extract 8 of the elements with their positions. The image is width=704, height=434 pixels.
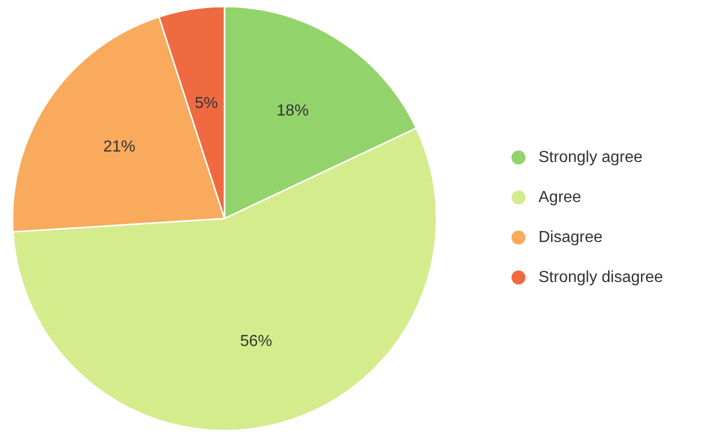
legend-label: Disagree (538, 229, 603, 246)
data-label: 56% (240, 333, 272, 350)
data-label: 21% (103, 138, 136, 156)
legend-label: Strongly agree (538, 149, 643, 166)
data-label: 5% (194, 94, 218, 112)
legend-label: Strongly disagree (538, 269, 664, 286)
data-label: 18% (276, 102, 309, 120)
legend-label: Agree (538, 189, 582, 206)
